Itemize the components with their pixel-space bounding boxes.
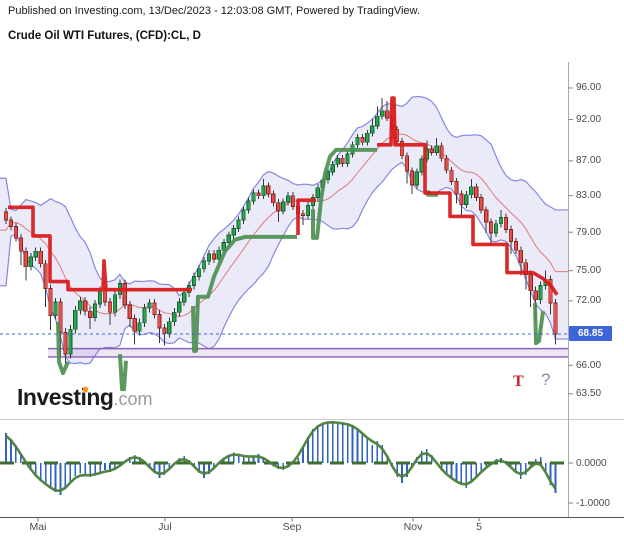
investing-watermark: Investing.com [17, 384, 152, 411]
oscillator-signal-line [5, 420, 557, 493]
x-axis-label: Nov [403, 521, 423, 533]
green-trend-stop-line [191, 234, 297, 353]
y-axis-label: 87.00 [576, 155, 602, 167]
y-axis-label: 96.00 [576, 82, 602, 94]
bollinger-upper-band [0, 95, 568, 297]
y-axis-label: 83.00 [576, 190, 602, 202]
x-axis-label: Sep [282, 521, 302, 533]
green-trend-stop-line [56, 321, 70, 376]
x-axis-label: Jul [158, 521, 172, 533]
red-trend-stop-line [377, 96, 559, 296]
y-axis-label: 63.50 [576, 388, 602, 400]
red-trend-stop-line [8, 205, 192, 292]
green-trend-stop-line [118, 354, 128, 392]
red-trend-stop-line [296, 198, 316, 236]
y-axis-label: 66.00 [576, 359, 602, 371]
last-price-label: 68.85 [569, 326, 612, 342]
t-annotation: T [513, 373, 524, 390]
instrument-title: Crude Oil WTI Futures, (CFD):CL, D [8, 30, 201, 42]
y-axis-label: 92.00 [576, 113, 602, 125]
watermark-brand-text: Investing [17, 384, 114, 410]
y-axis-label: 75.00 [576, 265, 602, 277]
candles [3, 98, 558, 365]
x-axis-label: 5 [476, 521, 482, 533]
y-axis-label: 79.00 [576, 226, 602, 238]
green-trend-stop-line [311, 147, 377, 240]
y-axis-label: 72.00 [576, 295, 602, 307]
oscillator-histogram [5, 421, 557, 495]
watermark-suffix-text: .com [113, 389, 153, 409]
x-axis-label: Mai [29, 521, 47, 533]
oscillator-axis-label: 0.0000 [576, 457, 607, 469]
oscillator-axis-label: -1.0000 [576, 497, 610, 509]
green-trend-stop-line [533, 302, 545, 346]
question-annotation[interactable]: ? [541, 370, 551, 389]
published-line: Published on Investing.com, 13/Dec/2023 … [8, 5, 420, 17]
support-zone [48, 348, 568, 357]
